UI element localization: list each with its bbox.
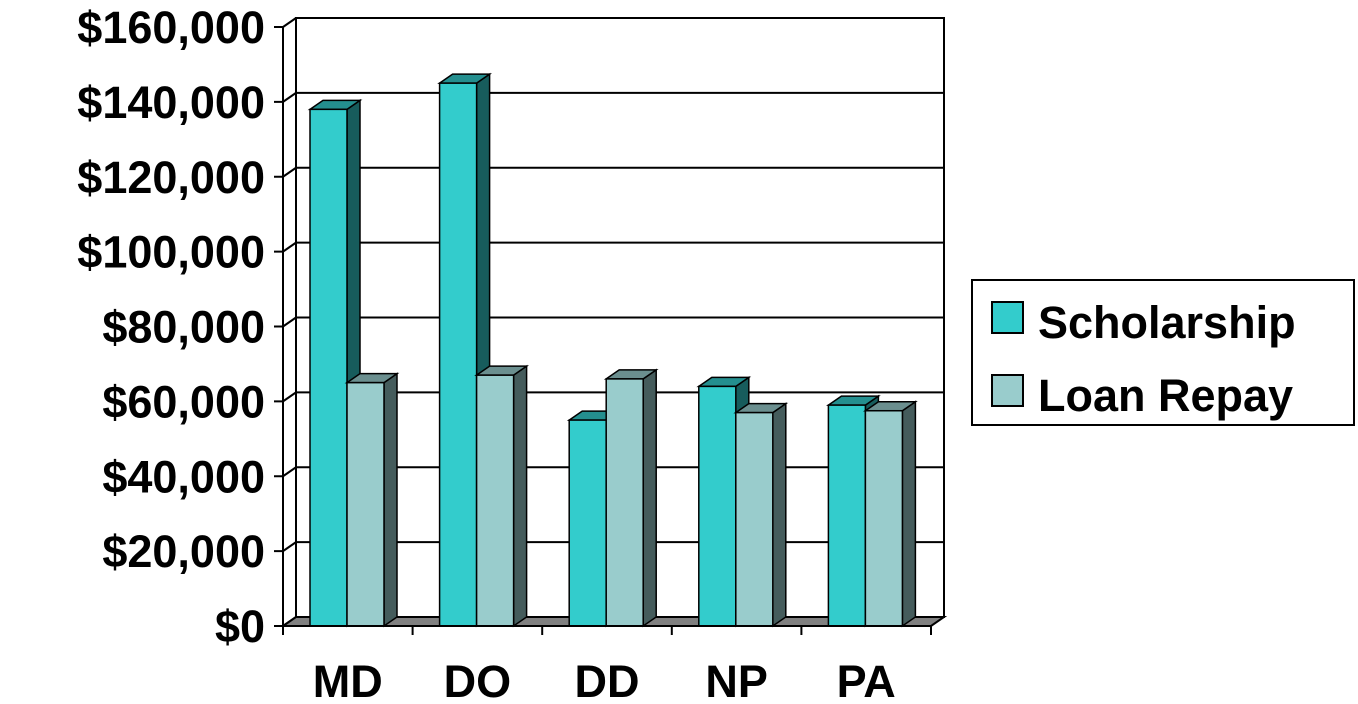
bar-do-loan-repay [474,364,530,628]
bar-front-face [438,82,478,627]
x-category-label: PA [837,656,896,704]
bar-pa-loan-repay [862,400,918,628]
x-axis-category-labels: MD DO DD NP PA [313,656,896,704]
legend-box [971,279,1355,426]
y-tick-label: $100,000 [77,227,265,278]
bar-dd-loan-repay [603,368,659,628]
y-tick-label: $160,000 [77,2,265,53]
bar-front-face [735,411,774,627]
x-category-label: MD [313,656,383,704]
bar-side-face [512,364,528,628]
axes [274,18,932,635]
legend-label-loan-repay: Loan Repay [1038,370,1293,421]
side-wall-gridline [282,17,297,28]
side-wall-gridline [282,391,297,403]
y-tick-label: $140,000 [77,77,265,128]
side-wall-gridline [282,92,297,103]
bars [307,72,918,628]
legend-swatch-scholarship [991,301,1024,334]
legend-swatch-loan-repay [991,374,1024,407]
legend-label-scholarship: Scholarship [1038,297,1296,348]
bar-side-face [772,402,787,628]
bar-front-face [864,409,904,627]
side-wall-gridline [282,316,297,328]
y-tick-label: $0 [215,601,265,652]
legend: Scholarship Loan Repay [971,279,1355,426]
side-wall-gridline [282,166,297,178]
bar-front-face [309,108,348,627]
y-tick-label: $20,000 [102,526,265,577]
bar-side-face [901,400,917,628]
bar-side-face [383,372,398,628]
side-wall-gridline [282,541,297,552]
y-tick-label: $80,000 [102,302,265,353]
x-category-label: DO [444,656,512,704]
bar-np-loan-repay [733,402,789,628]
bar-front-face [827,404,867,627]
bar-md-loan-repay [344,372,400,628]
side-wall-gridline [282,241,297,253]
side-wall-gridline [282,466,297,478]
y-tick-label: $40,000 [102,451,265,502]
bar-front-face [568,419,607,627]
y-axis-tick-labels: $0 $20,000 $40,000 $60,000 $80,000 $100,000 $1… [77,2,265,652]
bar-front-face [346,381,385,627]
bar-front-face [475,374,515,627]
y-tick-label: $120,000 [77,152,265,203]
x-category-label: NP [705,656,768,704]
bar-front-face [605,378,644,627]
bar-front-face [698,385,737,627]
bar-side-face [642,368,657,628]
x-category-label: DD [575,656,640,704]
y-tick-label: $60,000 [102,376,265,427]
